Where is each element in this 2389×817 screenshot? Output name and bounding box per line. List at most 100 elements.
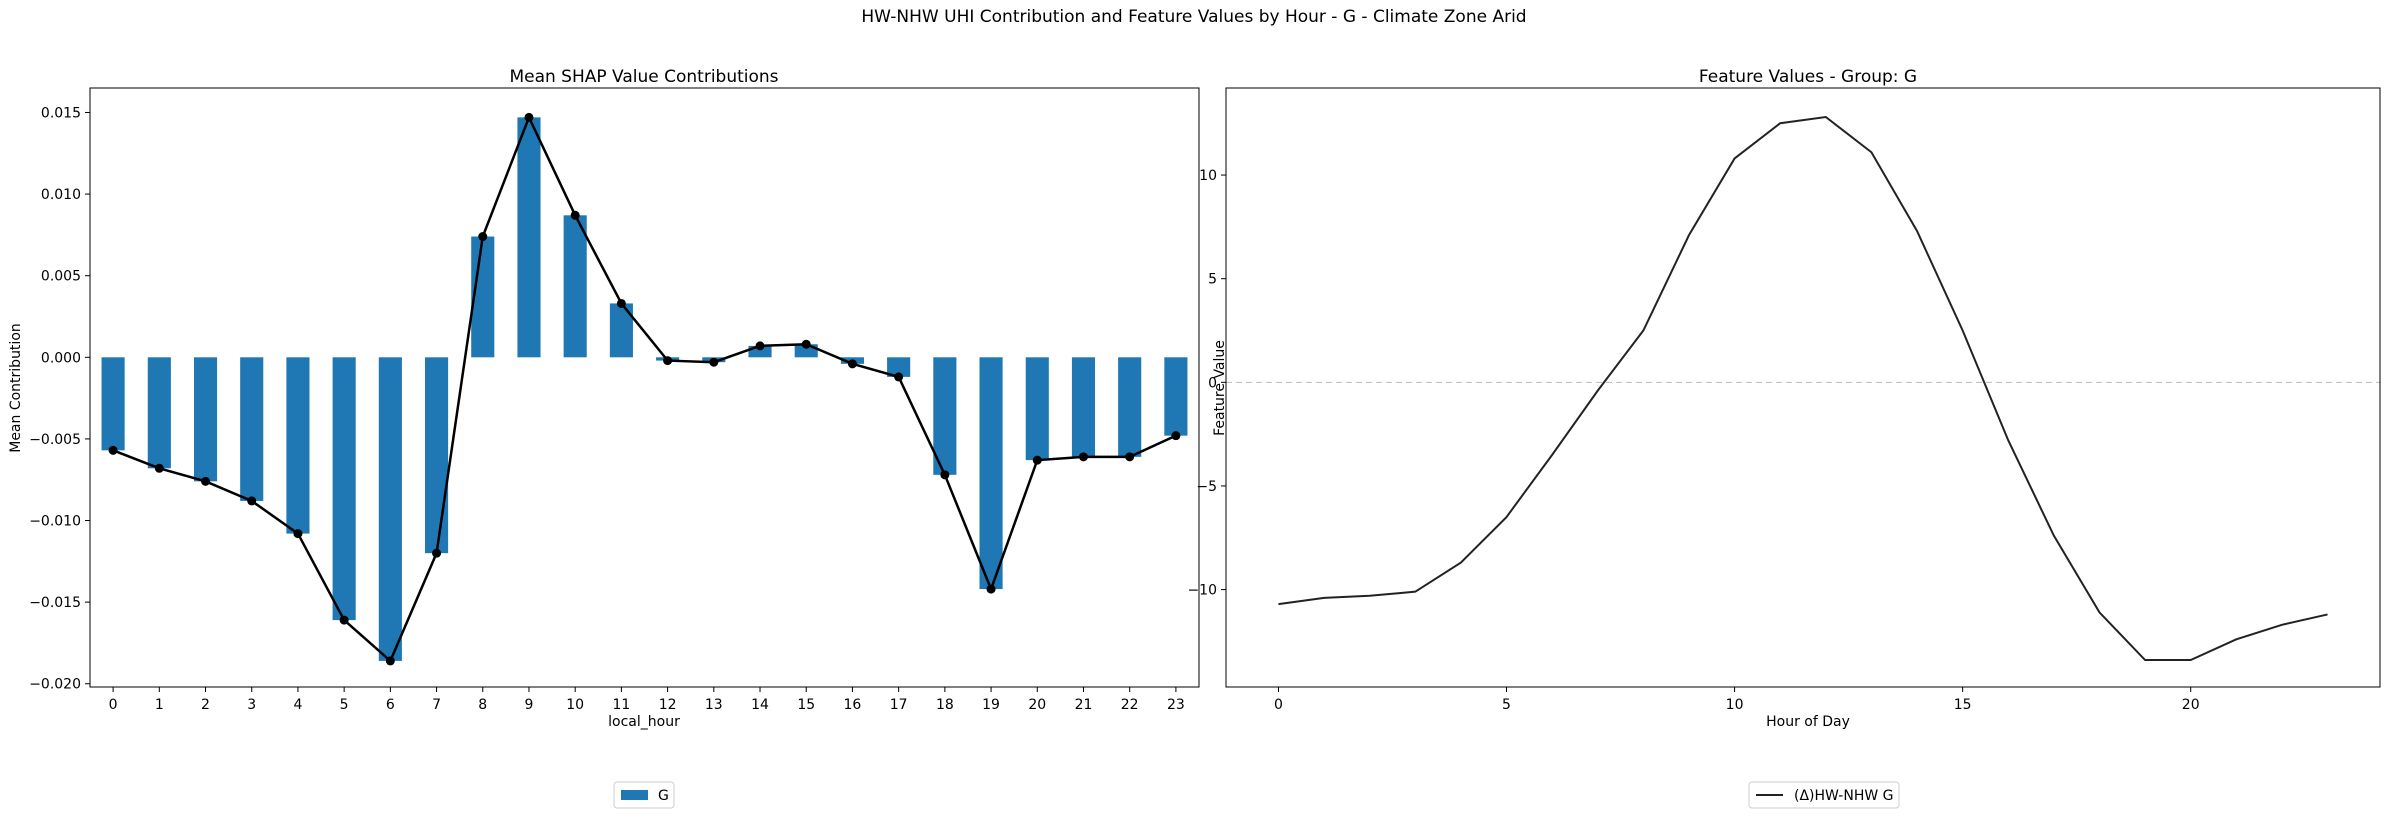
marker-hour-21 [1078,452,1088,462]
shap-legend-label: G [658,788,669,804]
feature-legend-label: (Δ)HW-NHW G [1794,788,1894,804]
feature-legend: (Δ)HW-NHW G [1748,781,1900,809]
marker-hour-0 [108,445,118,455]
x-tick-label: 9 [525,697,534,713]
marker-hour-3 [247,496,257,506]
marker-hour-16 [847,359,857,369]
marker-hour-2 [201,476,211,486]
bar-hour-17 [887,357,911,377]
x-tick-label: 5 [340,697,349,713]
bar-hour-0 [101,357,125,451]
y-tick-label: 0 [1208,375,1217,391]
bar-hour-7 [425,357,449,554]
y-tick-label: 0.000 [41,350,81,366]
marker-hour-10 [570,210,580,220]
shap-panel-title: Mean SHAP Value Contributions [509,67,778,87]
marker-hour-23 [1171,431,1181,441]
bar-hour-10 [563,215,587,358]
shap-y-axis-label: Mean Contribution [8,323,24,453]
x-tick-label: 23 [1167,697,1185,713]
bar-hour-19 [979,357,1003,590]
feature-x-ticks: 0 5 10 15 20 [1274,687,2200,713]
x-tick-label: 5 [1502,697,1511,713]
x-tick-label: 4 [293,697,302,713]
x-tick-label: 3 [247,697,256,713]
marker-hour-18 [940,470,950,480]
marker-hour-1 [154,463,164,473]
marker-hour-6 [385,656,395,666]
bar-hour-8 [471,236,495,358]
feature-series-line [1278,115,2328,662]
shap-legend: G [613,781,675,809]
x-tick-label: 10 [566,697,584,713]
marker-hour-22 [1125,452,1135,462]
shap-x-axis-label: local_hour [608,714,680,730]
y-tick-label: −0.005 [29,432,81,448]
marker-hour-15 [801,339,811,349]
x-tick-label: 8 [478,697,487,713]
x-tick-label: 0 [1274,697,1283,713]
bar-hour-1 [147,357,171,469]
x-tick-label: 21 [1075,697,1093,713]
feature-line [1278,115,2328,662]
marker-hour-7 [432,548,442,558]
x-tick-label: 17 [890,697,908,713]
marker-hour-12 [663,356,673,366]
feature-x-axis-label: Hour of Day [1766,714,1850,730]
marker-hour-4 [293,529,303,539]
feature-axes-frame [1225,87,2381,688]
bar-hour-14 [748,345,772,358]
bar-hour-4 [286,357,310,534]
y-tick-label: −0.020 [29,677,81,693]
marker-hour-9 [524,112,534,122]
x-tick-label: 13 [705,697,723,713]
bar-hour-20 [1025,357,1049,461]
marker-hour-19 [986,584,996,594]
marker-hour-13 [709,357,719,367]
marker-hour-20 [1032,455,1042,465]
marker-hour-14 [755,341,765,351]
shap-y-ticks: −0.020 −0.015 −0.010 −0.005 0.000 0.005 0.010 0… [29,105,90,693]
shap-panel: Mean SHAP Value Contributions −0.020 −0.0… [8,67,1200,809]
bar-hour-23 [1164,357,1188,436]
bar-hour-2 [193,357,218,482]
marker-hour-17 [894,372,904,382]
y-tick-label: 0.015 [41,105,81,121]
feature-legend-box [1748,781,1900,809]
shap-trend-line [112,114,1177,663]
y-tick-label: −0.015 [29,595,81,611]
bar-hour-3 [240,357,264,501]
x-tick-label: 14 [751,697,769,713]
y-tick-label: 0.005 [41,269,81,285]
x-tick-label: 16 [844,697,862,713]
shap-legend-swatch [621,790,648,800]
x-tick-label: 2 [201,697,210,713]
y-tick-label: 5 [1208,272,1217,288]
bar-hour-6 [378,357,402,661]
x-tick-label: 18 [936,697,954,713]
marker-hour-11 [616,298,626,308]
y-tick-label: 10 [1199,168,1217,184]
x-tick-label: 1 [155,697,164,713]
x-tick-label: 20 [2182,697,2200,713]
figure-title: HW-NHW UHI Contribution and Feature Valu… [861,7,1526,27]
x-tick-label: 15 [797,697,815,713]
feature-y-ticks: −10 −5 0 5 10 [1187,168,1226,599]
feature-panel: Feature Values - Group: G −10 −5 0 5 10 0 5 10… [1187,67,2381,809]
shap-line [108,112,1181,666]
x-tick-label: 11 [612,697,630,713]
feature-panel-title: Feature Values - Group: G [1699,67,1917,87]
shap-axes-frame [89,87,1200,688]
marker-hour-8 [478,232,488,242]
y-tick-label: −10 [1187,583,1217,599]
x-tick-label: 15 [1954,697,1972,713]
x-tick-label: 20 [1028,697,1046,713]
y-tick-label: −0.010 [29,514,81,530]
y-tick-label: −5 [1196,479,1217,495]
bar-hour-21 [1071,357,1096,457]
feature-y-axis-label: Feature Value [1212,340,1228,436]
shap-x-ticks: 0 1 2 3 4 5 6 7 8 9 10 11 12 13 14 15 16 17 18 19 20 21 22 23 [109,687,1185,713]
x-tick-label: 19 [982,697,1000,713]
marker-hour-5 [339,615,349,625]
